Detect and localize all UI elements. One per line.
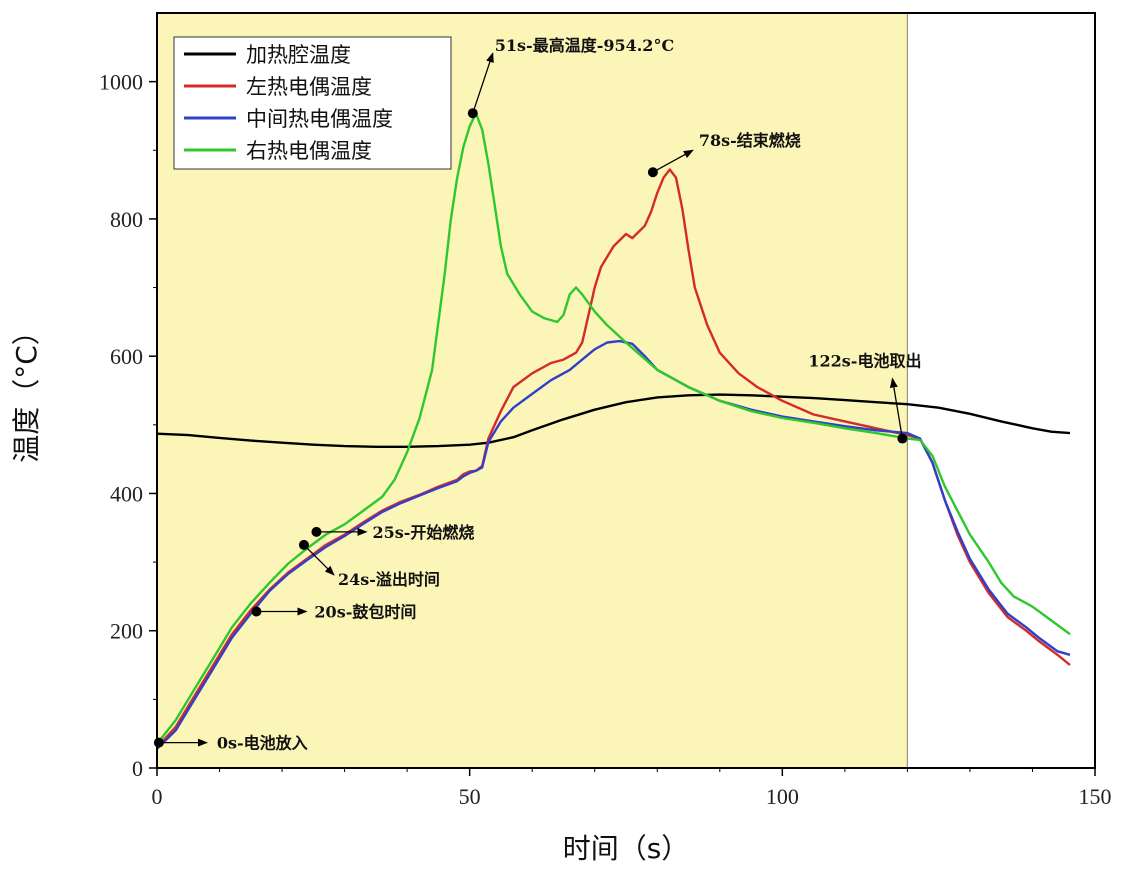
y-tick-label: 0 bbox=[132, 756, 143, 781]
annotation-marker bbox=[153, 737, 164, 748]
y-tick-label: 600 bbox=[110, 344, 143, 369]
annotation-label: 25s-开始燃烧 bbox=[372, 523, 474, 542]
annotation-label: 24s-溢出时间 bbox=[338, 570, 440, 589]
annotation-label: 122s-电池取出 bbox=[808, 352, 921, 371]
y-axis-title: 温度（°C） bbox=[10, 317, 43, 463]
x-tick-label: 150 bbox=[1079, 784, 1112, 809]
annotation-marker bbox=[251, 606, 262, 617]
annotation-arrow bbox=[652, 149, 694, 173]
annotation-marker bbox=[298, 539, 309, 550]
annotations: 51s-最高温度-954.2°C 78s-结束燃烧 122s-电池取出 25s-开始燃… bbox=[153, 36, 921, 753]
legend-label: 右热电偶温度 bbox=[246, 139, 372, 163]
annotation-marker bbox=[647, 167, 658, 178]
y-tick-label: 400 bbox=[110, 481, 143, 506]
series-line-3 bbox=[157, 339, 1071, 750]
legend-label: 左热电偶温度 bbox=[246, 75, 372, 99]
annotation-marker bbox=[897, 433, 908, 444]
annotation-arrow bbox=[472, 52, 494, 114]
annotation-arrow bbox=[889, 377, 904, 439]
annotation-label: 78s-结束燃烧 bbox=[699, 131, 801, 150]
legend-box bbox=[173, 36, 452, 170]
x-axis-title: 时间（s） bbox=[563, 832, 690, 865]
y-tick-label: 800 bbox=[110, 207, 143, 232]
y-tick-label: 1000 bbox=[99, 70, 143, 95]
annotation-label: 0s-电池放入 bbox=[217, 734, 308, 753]
axes: 0 50 100 150 0 200 400 600 800 1000 bbox=[99, 70, 1112, 809]
annotation-marker bbox=[467, 108, 478, 119]
legend-label: 加热腔温度 bbox=[246, 43, 351, 67]
annotation-marker bbox=[311, 526, 322, 537]
series-lines bbox=[157, 112, 1071, 750]
annotation-label: 51s-最高温度-954.2°C bbox=[495, 36, 674, 55]
x-tick-label: 50 bbox=[459, 784, 481, 809]
x-tick-label: 100 bbox=[766, 784, 799, 809]
annotation-arrow bbox=[303, 544, 335, 576]
annotation-label: 20s-鼓包时间 bbox=[314, 603, 416, 622]
y-tick-label: 200 bbox=[110, 619, 143, 644]
legend-label: 中间热电偶温度 bbox=[246, 107, 393, 131]
series-line-4 bbox=[157, 112, 1071, 745]
plot-frame bbox=[156, 12, 1096, 769]
x-tick-label: 0 bbox=[152, 784, 163, 809]
series-line-1 bbox=[157, 393, 1071, 448]
